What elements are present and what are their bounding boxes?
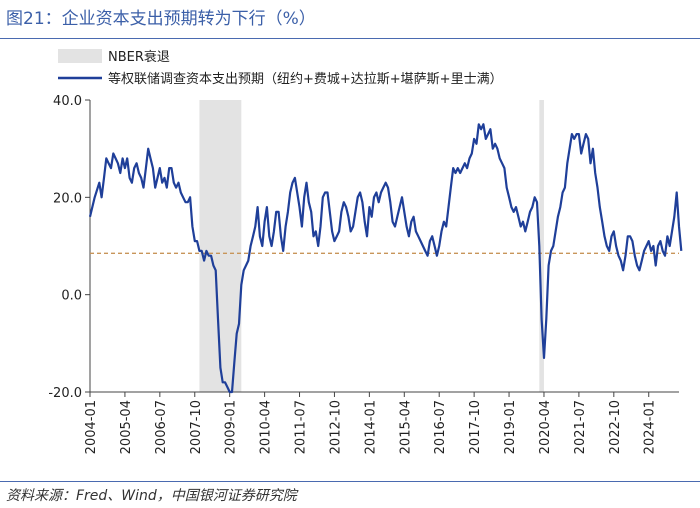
figure-title: 图21：企业资本支出预期转为下行（%） bbox=[6, 9, 316, 29]
x-tick-label: 2005-04 bbox=[119, 400, 134, 454]
recession-bands bbox=[199, 100, 544, 392]
x-tick-label: 2004-01 bbox=[84, 400, 99, 454]
x-tick-label: 2010-04 bbox=[259, 400, 274, 454]
x-tick-label: 2016-07 bbox=[433, 400, 448, 454]
y-tick-label: 20.0 bbox=[53, 191, 82, 206]
x-tick-label: 2017-10 bbox=[468, 400, 483, 454]
x-tick-label: 2024-01 bbox=[643, 400, 658, 454]
x-tick-label: 2021-07 bbox=[573, 400, 588, 454]
series-line-0 bbox=[88, 123, 683, 394]
recession-band-0 bbox=[199, 100, 242, 392]
y-tick-label: 40.0 bbox=[53, 94, 82, 109]
x-tick-label: 2020-04 bbox=[538, 400, 553, 454]
x-tick-label: 2014-01 bbox=[363, 400, 378, 454]
legend: NBER衰退 等权联储调查资本支出预期（纽约+费城+达拉斯+堪萨斯+里士满） bbox=[58, 49, 503, 87]
recession-band-1 bbox=[539, 100, 544, 392]
x-tick-label: 2015-04 bbox=[398, 400, 413, 454]
x-tick-label: 2009-01 bbox=[224, 400, 239, 454]
x-tick-label: 2012-10 bbox=[328, 400, 343, 454]
x-tick-label: 2022-10 bbox=[608, 400, 623, 454]
y-tick-label: -20.0 bbox=[48, 386, 82, 401]
x-tick-label: 2011-07 bbox=[294, 400, 309, 454]
series-layer bbox=[88, 123, 683, 394]
y-tick-label: 0.0 bbox=[61, 289, 82, 304]
x-tick-label: 2019-01 bbox=[503, 400, 518, 454]
legend-recession-swatch bbox=[58, 49, 102, 63]
x-tick-label: 2007-10 bbox=[189, 400, 204, 454]
source-note: 资料来源：Fred、Wind，中国银河证券研究院 bbox=[6, 488, 297, 504]
source-rule bbox=[0, 481, 700, 482]
title-rule bbox=[0, 38, 700, 39]
legend-series-label: 等权联储调查资本支出预期（纽约+费城+达拉斯+堪萨斯+里士满） bbox=[108, 71, 503, 87]
x-tick-label: 2006-07 bbox=[154, 400, 169, 454]
legend-recession-label: NBER衰退 bbox=[108, 49, 170, 65]
